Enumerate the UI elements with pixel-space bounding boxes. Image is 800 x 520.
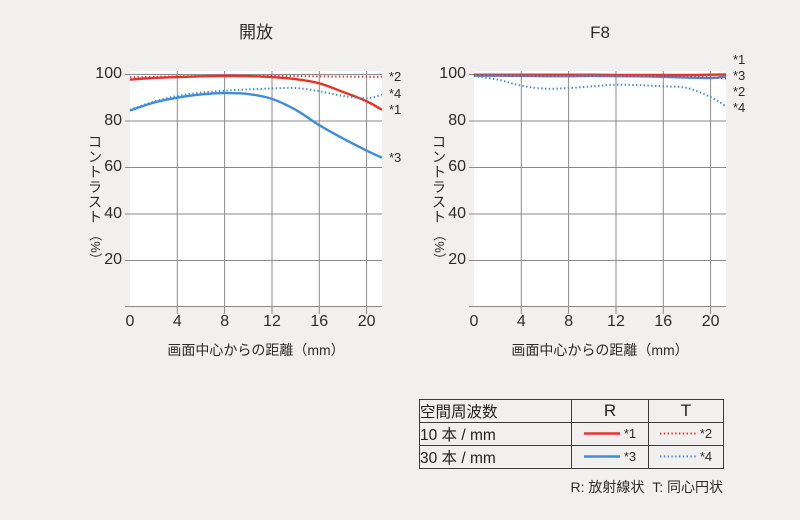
chart-title: 開放 (239, 23, 273, 42)
y-axis-title-unit-text: （%） (88, 228, 103, 266)
x-tick-label: 4 (516, 313, 526, 330)
x-axis-title: 画面中心からの距離（mm） (511, 342, 689, 358)
series-end-label-3: *3 (733, 68, 746, 84)
y-axis-title-char: コ (432, 134, 446, 150)
y-tick-label: 60 (104, 158, 122, 176)
y-tick-label: 60 (448, 158, 466, 176)
x-tick-label: 8 (220, 313, 230, 330)
y-tick-label: 20 (448, 251, 466, 269)
swatch-label: *2 (699, 426, 713, 442)
x-tick-label: 8 (564, 313, 574, 330)
frequency-cell: 10 本 / mm (419, 422, 572, 446)
x-tick-label: 16 (654, 313, 673, 330)
plot-area (469, 71, 727, 314)
swatch-line-icon (659, 455, 696, 458)
y-tick-label: 100 (95, 65, 122, 83)
y-axis-title-char: ト (432, 209, 446, 225)
series-curve-2 (129, 74, 383, 79)
plot-svg (469, 71, 727, 314)
swatch-label: *3 (623, 449, 637, 465)
line-swatch-cell: *1 (571, 422, 649, 446)
plot-area (125, 71, 383, 314)
table-row: 10 本 / mm *1 *2 (419, 422, 724, 446)
y-axis-title-unit: （%） (86, 225, 104, 269)
swatch-label: *1 (623, 426, 637, 442)
y-tick-label: 80 (104, 111, 122, 129)
legend-footnote: R: 放射線状 T: 同心円状 (570, 479, 723, 495)
series-end-label-2: *2 (733, 84, 746, 100)
swatch-line-icon (659, 432, 696, 435)
y-axis-title-char: コ (88, 134, 102, 150)
swatch-line-icon (583, 455, 620, 458)
line-swatch-1: *1 (583, 426, 637, 442)
series-end-label-2: *2 (389, 68, 402, 84)
series-curve-4 (473, 75, 727, 108)
y-axis-title-char: ト (88, 209, 102, 225)
x-tick-label: 20 (357, 313, 376, 330)
table-header-frequency: 空間周波数 (419, 399, 572, 423)
y-tick-label: 80 (448, 111, 466, 129)
frequency-cell: 30 本 / mm (419, 445, 572, 469)
y-axis-title-char: ン (88, 149, 102, 165)
x-axis-title: 画面中心からの距離（mm） (167, 342, 345, 358)
y-axis-title-unit: （%） (430, 225, 448, 269)
series-end-label-3: *3 (389, 149, 402, 165)
y-axis-title-char: ス (88, 194, 102, 210)
x-tick-label: 16 (310, 313, 329, 330)
y-axis-title-char: ラ (88, 179, 102, 195)
y-axis-title-char: ン (432, 149, 446, 165)
y-tick-label: 100 (439, 65, 466, 83)
y-axis-title-char: ラ (432, 179, 446, 195)
table-header-t: T (648, 399, 724, 423)
series-curve-3 (129, 91, 383, 159)
x-tick-label: 4 (172, 313, 182, 330)
x-tick-label: 0 (469, 313, 479, 330)
table-header-row: 空間周波数 R T (419, 399, 724, 423)
spatial-frequency-table: 空間周波数 R T 10 本 / mm *1 *2 30 本 / mm *3 *4 (419, 399, 724, 469)
y-tick-label: 40 (448, 204, 466, 222)
series-end-label-4: *4 (733, 100, 746, 116)
chart-title: F8 (590, 23, 610, 42)
line-swatch-4: *4 (659, 449, 713, 465)
y-axis-title: コントラスト（%） (430, 135, 448, 269)
line-swatch-cell: *4 (648, 445, 724, 469)
y-tick-label: 20 (104, 251, 122, 269)
table-header-r: R (571, 399, 649, 423)
series-end-label-1: *1 (733, 52, 746, 68)
line-swatch-cell: *2 (648, 422, 724, 446)
series-end-label-4: *4 (389, 86, 402, 102)
y-axis-title-char: ト (432, 164, 446, 180)
line-swatch-cell: *3 (571, 445, 649, 469)
series-end-label-1: *1 (389, 102, 402, 118)
x-tick-label: 0 (125, 313, 135, 330)
table-row: 30 本 / mm *3 *4 (419, 445, 724, 469)
legend-block: 空間周波数 R T 10 本 / mm *1 *2 30 本 / mm *3 *4 R: 放射… (419, 399, 724, 497)
mtf-chart-wide-open: 開放 100 80 60 40 20 0 4 8 12 16 20 画面中心からの距離（mm）コントラス… (0, 0, 420, 400)
x-tick-label: 12 (263, 313, 281, 330)
x-tick-label: 20 (701, 313, 720, 330)
swatch-label: *4 (699, 449, 713, 465)
y-axis-title-char: ス (432, 194, 446, 210)
y-axis-title-char: ト (88, 164, 102, 180)
mtf-chart-f8: F8 100 80 60 40 20 0 4 8 12 16 20 画面中心からの距離（mm）コントラス… (344, 0, 764, 400)
series-curve-2 (473, 74, 727, 80)
y-axis-title: コントラスト（%） (86, 135, 104, 269)
swatch-line-icon (583, 432, 620, 435)
plot-svg (125, 71, 383, 314)
y-tick-label: 40 (104, 204, 122, 222)
x-tick-label: 12 (607, 313, 625, 330)
line-swatch-2: *2 (659, 426, 713, 442)
y-axis-title-unit-text: （%） (432, 228, 447, 266)
line-swatch-3: *3 (583, 449, 637, 465)
